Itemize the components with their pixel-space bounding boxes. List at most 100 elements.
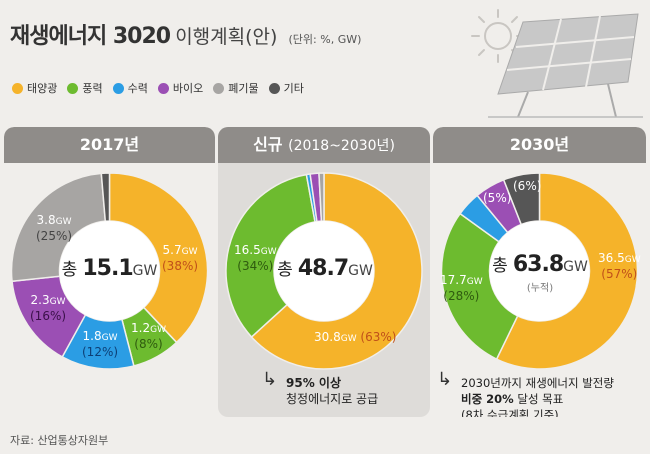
center-prefix-new: 총: [277, 260, 293, 280]
donut-hole: [489, 221, 590, 321]
unit-note: (단위: %, GW): [288, 33, 362, 46]
label-2030-solar-unit: GW: [624, 255, 641, 265]
legend-item-wind: 풍력: [67, 80, 103, 96]
panel-2030: 2030년 총 63.8GW (누적) 36.5GW (57%) 17.7GW …: [433, 127, 646, 417]
panel-new-header-title: 신규: [253, 135, 283, 154]
donut-hole: [59, 221, 160, 321]
center-unit-2030: GW: [563, 259, 588, 275]
note-2030-line2-bold: 비중 20%: [461, 392, 514, 406]
label-2030-other: (6%): [513, 179, 541, 193]
label-2017-solar-unit: GW: [181, 247, 198, 257]
legend-label-other: 기타: [283, 82, 304, 95]
label-2017-waste: 3.8GW (25%): [36, 213, 72, 243]
legend-label-bio: 바이오: [172, 82, 204, 95]
panel-new: 신규 (2018~2030년) 총 48.7GW 30.8GW (63%) 16…: [218, 127, 430, 417]
legend-dot-wind: [67, 82, 79, 94]
donut-2030: [440, 172, 639, 370]
donut-new: [225, 172, 423, 370]
label-2017-hydro-unit: GW: [101, 333, 118, 343]
label-2017-bio-value: 2.3: [30, 293, 50, 307]
label-2030-other-pct: (6%): [513, 179, 542, 193]
legend-item-other: 기타: [268, 80, 304, 96]
legend-item-solar: 태양광: [12, 80, 57, 96]
legend-dot-bio: [157, 82, 169, 94]
label-new-solar-pct: (63%): [360, 330, 397, 344]
center-unit-2017: GW: [132, 263, 158, 279]
legend-label-wind: 풍력: [82, 82, 103, 95]
panel-2030-header: 2030년: [433, 127, 646, 163]
legend-dot-waste: [213, 82, 225, 94]
label-2017-hydro-value: 1.8: [82, 329, 102, 343]
label-2030-wind: 17.7GW (28%): [440, 273, 483, 303]
label-2030-bio: (5%): [483, 191, 511, 205]
label-2017-wind-pct: (8%): [134, 337, 163, 351]
title-suffix: 이행계획(안): [175, 26, 278, 48]
label-2017-bio-unit: GW: [49, 297, 66, 307]
note-2030-line2: 달성 목표: [517, 392, 564, 406]
label-2017-wind: 1.2GW (8%): [131, 321, 166, 351]
legend-dot-solar: [12, 82, 23, 94]
panel-new-header: 신규 (2018~2030년): [218, 127, 430, 163]
source-note: 자료: 산업통상자원부: [10, 434, 109, 447]
label-2017-hydro: 1.8GW (12%): [82, 329, 118, 359]
donut-hole: [274, 221, 374, 321]
donut-2017: [10, 172, 209, 370]
center-value-2030: 63.8: [512, 252, 564, 277]
label-2017-hydro-pct: (12%): [82, 345, 119, 359]
label-2017-waste-unit: GW: [55, 217, 72, 227]
center-prefix-2030: 총: [492, 256, 508, 276]
label-2017-solar: 5.7GW (38%): [162, 243, 198, 273]
label-new-solar-value: 30.8: [314, 330, 341, 344]
center-prefix-2017: 총: [61, 260, 78, 280]
panel-2017-header: 2017년: [4, 127, 215, 163]
label-2017-waste-value: 3.8: [36, 213, 56, 227]
title-main: 재생에너지 3020: [10, 24, 171, 49]
label-2017-bio-pct: (16%): [30, 309, 67, 323]
label-2017-solar-pct: (38%): [162, 259, 199, 273]
note-new-line2: 청정에너지로 공급: [286, 392, 379, 406]
label-2030-solar-value: 36.5: [598, 251, 625, 265]
center-value-2017: 15.1: [82, 256, 133, 281]
legend-label-waste: 폐기물: [228, 82, 259, 95]
label-2030-solar: 36.5GW (57%): [598, 251, 641, 281]
legend: 태양광 풍력 수력 바이오 폐기물 기타: [12, 80, 304, 96]
center-total-2030: 총 63.8GW: [485, 251, 595, 277]
label-new-wind-value: 16.5: [234, 243, 261, 257]
note-2030-line1: 2030년까지 재생에너지 발전량: [461, 376, 614, 390]
label-new-wind-unit: GW: [260, 247, 277, 257]
center-total-new: 총 48.7GW: [270, 255, 380, 281]
note-2030-line3: (8차 수급계획 기준): [461, 408, 559, 417]
note-new-line1: 95% 이상: [286, 376, 341, 390]
label-2030-wind-value: 17.7: [440, 273, 467, 287]
label-new-solar: 30.8GW (63%): [314, 330, 396, 346]
label-2030-wind-pct: (28%): [443, 289, 480, 303]
legend-label-hydro: 수력: [127, 82, 148, 95]
arrow-icon: ↳: [437, 369, 453, 390]
label-2017-wind-unit: GW: [150, 325, 166, 335]
note-new: 95% 이상 청정에너지로 공급: [286, 375, 378, 407]
legend-label-solar: 태양광: [27, 82, 58, 95]
label-2017-wind-value: 1.2: [131, 321, 151, 335]
label-new-solar-unit: GW: [340, 334, 357, 344]
panel-new-header-sub: (2018~2030년): [288, 138, 395, 154]
legend-item-waste: 폐기물: [213, 80, 259, 96]
label-2030-wind-unit: GW: [466, 277, 483, 287]
label-2017-bio: 2.3GW (16%): [30, 293, 66, 323]
legend-dot-hydro: [112, 82, 124, 94]
solar-panel-icon: [488, 13, 643, 118]
center-total-2017: 총 15.1GW: [57, 255, 162, 281]
label-2017-solar-value: 5.7: [162, 243, 182, 257]
center-value-new: 48.7: [297, 256, 349, 281]
chart-title: 재생에너지 3020 이행계획(안) (단위: %, GW): [10, 18, 361, 50]
label-2030-solar-pct: (57%): [601, 267, 638, 281]
label-new-wind-pct: (34%): [237, 259, 274, 273]
panel-2017: 2017년 총 15.1GW 5.7GW (38%) 1.2GW (8%) 1.…: [4, 127, 215, 417]
legend-dot-other: [268, 82, 280, 94]
label-2030-bio-pct: (5%): [483, 191, 512, 205]
label-new-wind: 16.5GW (34%): [234, 243, 277, 273]
legend-item-bio: 바이오: [157, 80, 204, 96]
note-2030: 2030년까지 재생에너지 발전량 비중 20% 달성 목표 (8차 수급계획 …: [461, 375, 614, 417]
center-sub-2030: (누적): [526, 283, 554, 294]
arrow-icon: ↳: [262, 369, 278, 390]
label-2017-waste-pct: (25%): [36, 229, 73, 243]
